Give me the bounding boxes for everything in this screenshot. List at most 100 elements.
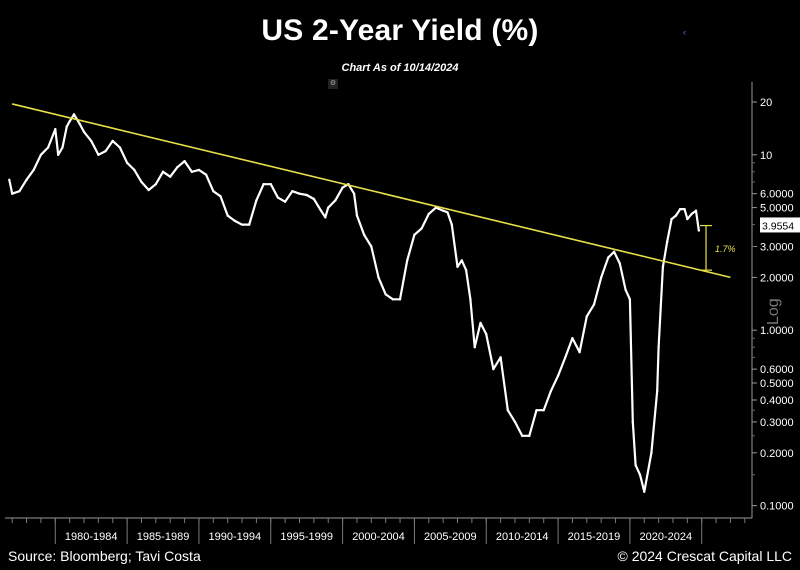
yield-data-point	[212, 190, 215, 193]
yield-data-point	[384, 293, 387, 296]
yield-data-point	[638, 473, 642, 476]
yield-data-point	[492, 367, 495, 371]
yield-data-point	[327, 206, 330, 209]
yield-data-point	[39, 153, 43, 156]
y-tick-label: 0.2000	[760, 448, 794, 460]
yield-data-point	[176, 165, 179, 169]
yield-data-point	[506, 408, 509, 412]
settings-icon[interactable]: ⚙	[328, 79, 338, 89]
x-tick-label: 2015-2019	[568, 531, 621, 543]
yield-data-point	[118, 146, 122, 149]
yield-data-point	[305, 193, 308, 197]
yield-data-point	[111, 139, 114, 143]
x-tick-label: 2000-2004	[352, 531, 405, 543]
yield-data-point	[513, 420, 517, 424]
yield-data-point	[72, 113, 76, 116]
plot-area	[8, 113, 701, 493]
yield-data-point	[233, 219, 237, 223]
y-tick-label: 0.1000	[760, 501, 794, 513]
y-tick-label: 6.0000	[760, 189, 794, 201]
yield-data-point	[427, 212, 430, 216]
y-tick-label: 2.0000	[760, 272, 794, 284]
yield-data-point	[592, 303, 596, 306]
yield-data-point	[8, 178, 11, 182]
yield-data-point	[528, 434, 531, 438]
yield-data-point	[666, 240, 669, 243]
yield-data-point	[54, 127, 57, 131]
x-tick-label: 2010-2014	[496, 531, 549, 543]
yield-data-point	[450, 223, 453, 226]
yield-data-point	[154, 182, 158, 186]
yield-data-point	[169, 175, 172, 178]
y-tick-label: 3.0000	[760, 242, 794, 254]
yield-data-point	[643, 490, 646, 493]
yield-data-point	[697, 229, 701, 232]
yield-data-point	[670, 217, 673, 221]
yield-data-point	[32, 168, 35, 172]
chevron-left-icon[interactable]: ‹	[683, 27, 686, 37]
yield-data-point	[441, 209, 445, 212]
yield-data-point	[398, 298, 402, 301]
yield-data-point	[56, 153, 60, 156]
yield-data-point	[599, 276, 603, 279]
yield-data-point	[25, 178, 28, 182]
yield-data-point	[571, 337, 574, 340]
yield-data-point	[413, 233, 416, 236]
yield-data-point	[678, 207, 682, 211]
yield-data-point	[657, 346, 660, 349]
yield-data-point	[460, 259, 464, 262]
yield-data-point	[585, 315, 588, 318]
yield-data-point	[535, 408, 538, 412]
y-tick-label: 0.6000	[760, 364, 794, 376]
last-value-tag	[760, 217, 800, 233]
yield-data-point	[161, 170, 165, 173]
yield-data-point	[564, 356, 567, 359]
yield-data-point	[377, 276, 380, 279]
yield-data-point	[391, 298, 395, 301]
yield-data-point	[269, 182, 272, 186]
yield-data-point	[324, 216, 327, 219]
y-tick-label: 5.0000	[760, 203, 794, 215]
yield-data-point	[125, 161, 129, 165]
yield-data-point	[68, 120, 71, 123]
y-tick-label: 0.4000	[760, 395, 794, 407]
copyright-note: © 2024 Crescat Capital LLC	[617, 548, 792, 564]
axes: 20 10 6.0000 5.0000 3.0000 2.0000 1.0000 0.6000…	[5, 82, 794, 544]
yield-data-point	[355, 214, 359, 217]
yield-data-point	[10, 192, 14, 195]
yield-series-line	[8, 113, 700, 493]
yield-data-point	[240, 223, 244, 226]
yield-data-point	[456, 265, 459, 268]
yield-data-point	[485, 332, 488, 336]
annotations: 1.7% 3.9554	[11, 103, 800, 279]
yield-data-point	[607, 256, 610, 259]
y-scale-label: Log	[765, 298, 782, 325]
yield-data-point	[464, 268, 468, 272]
yield-data-point	[362, 233, 366, 236]
yield-data-point	[694, 209, 698, 212]
yield-data-point	[446, 211, 449, 214]
yield-data-point	[542, 408, 545, 412]
yield-data-point	[618, 262, 622, 265]
yield-data-point	[406, 259, 409, 262]
y-tick-label: 10	[760, 150, 772, 162]
yield-data-point	[248, 223, 251, 226]
yield-data-point	[140, 180, 143, 184]
yield-data-point	[655, 389, 659, 393]
x-tick-label: 2020-2024	[640, 531, 693, 543]
yield-data-point	[686, 217, 689, 221]
chart-subtitle: Chart As of 10/14/2024	[341, 62, 459, 74]
yield-data-point	[370, 245, 373, 248]
yield-data-point	[634, 463, 637, 467]
yield-data-point	[255, 199, 258, 202]
yield-data-point	[283, 200, 287, 203]
yield-data-point	[612, 250, 616, 253]
yield-data-point	[219, 195, 222, 198]
yield-data-point	[520, 434, 524, 438]
y-tick-label: 0.3000	[760, 417, 794, 429]
yield-data-point	[334, 199, 337, 202]
yield-data-point	[291, 190, 294, 193]
y-tick-label: 1.0000	[760, 325, 794, 337]
trendline	[11, 103, 731, 279]
yield-data-point	[473, 346, 476, 349]
